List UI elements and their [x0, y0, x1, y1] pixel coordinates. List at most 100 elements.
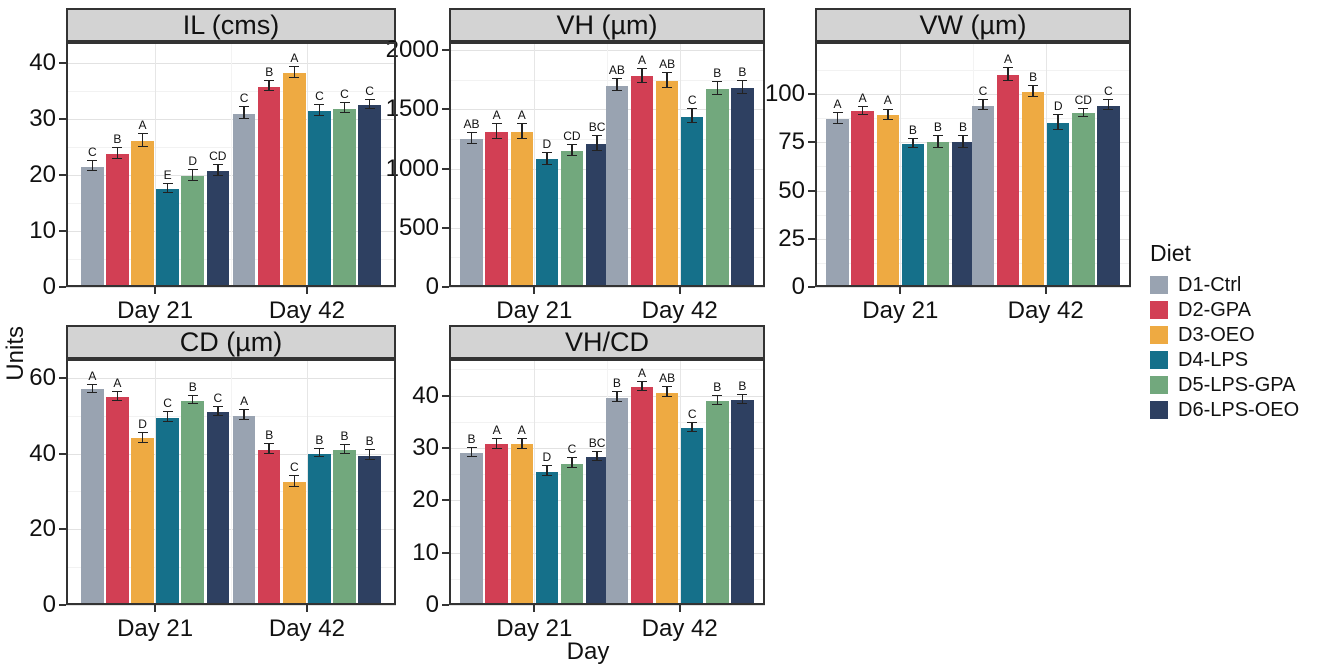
error-bar-line: [887, 109, 889, 120]
panel-vhcd: VH/CD 0 10 20 30 40 Day 21 Day 42 B A A D C BC B A AB C B B: [412, 325, 765, 642]
gridline-major: [66, 605, 396, 606]
legend-item-D1-Ctrl: D1-Ctrl: [1150, 275, 1299, 295]
bar-wrap: B: [926, 42, 950, 287]
significance-letter: BC: [588, 436, 606, 451]
error-bar: [737, 393, 748, 405]
y-tick-label: 0: [791, 273, 805, 300]
gridline-vertical-major: [534, 359, 536, 605]
bar-D4-LPS: [156, 189, 179, 287]
plot-area: 0 500 1000 1500 2000 Day 21 Day 42 AB A A D CD BC AB A…: [386, 38, 765, 324]
bar-D4-LPS: [901, 144, 925, 287]
x-tick-label: Day 21: [496, 615, 573, 642]
legend-title: Diet: [1150, 240, 1191, 266]
bar-wrap: A: [510, 359, 533, 605]
bar-wrap: B: [358, 359, 381, 605]
bar-wrap: AB: [655, 359, 679, 605]
x-tick-label: Day 42: [641, 297, 718, 324]
error-bar-line: [91, 161, 94, 171]
error-bar-line: [1057, 115, 1059, 129]
error-bar-line: [912, 139, 914, 148]
bar-wrap: B: [605, 359, 629, 605]
y-tick-mark: [442, 551, 449, 554]
bar-wrap: D: [181, 42, 204, 287]
x-tick-label: Day 42: [268, 615, 345, 642]
error-bar: [314, 447, 325, 458]
error-bar-line: [293, 476, 296, 486]
x-tick-label: Day 42: [268, 297, 345, 324]
error-bar-line: [495, 123, 498, 139]
error-bar-line: [343, 445, 346, 453]
error-bar-line: [1007, 68, 1009, 80]
bar-D4-LPS: [308, 110, 331, 287]
bar-D2-GPA: [257, 86, 281, 287]
error-bar-line: [546, 152, 548, 164]
bar-wrap: C: [156, 359, 179, 605]
error-bar-line: [596, 135, 598, 150]
error-bar-line: [861, 106, 864, 115]
bar-wrap: A: [106, 359, 129, 605]
error-bar-line: [521, 123, 523, 139]
bar-wrap: A: [630, 359, 654, 605]
error-bar: [907, 138, 918, 149]
significance-letter: BC: [588, 119, 606, 134]
error-bar-line: [166, 412, 169, 422]
bar-D6-LPS-OEO: [1097, 105, 1120, 287]
legend-item-D2-GPA: D2-GPA: [1150, 300, 1299, 320]
y-tick-mark: [442, 394, 449, 397]
x-tick-mark: [533, 605, 536, 612]
bar-D1-Ctrl: [605, 85, 629, 287]
error-bar: [1103, 98, 1114, 111]
error-bar: [541, 464, 552, 477]
bar-D2-GPA: [485, 131, 508, 287]
x-tick-mark: [154, 287, 157, 294]
error-bar: [566, 144, 577, 156]
error-bar: [264, 80, 275, 92]
y-tick-mark: [442, 446, 449, 449]
error-bar: [712, 81, 723, 96]
error-bar: [212, 406, 223, 416]
error-bar-line: [191, 170, 194, 181]
bar-wrap: C: [232, 42, 256, 287]
bar-D6-LPS-OEO: [206, 412, 230, 605]
bar-wrap: AB: [655, 42, 679, 287]
y-tick-mark: [59, 230, 66, 233]
plot-area: 0 25 50 75 100 Day 21 Day 42 A A A B B B C A B D CD C: [765, 42, 1131, 324]
significance-letter: AB: [608, 63, 625, 78]
error-bar: [932, 134, 943, 149]
bar-wrap: A: [485, 359, 508, 605]
y-tick-label: 20: [29, 515, 56, 543]
y-tick-label: 40: [29, 439, 56, 467]
bar-D1-Ctrl: [971, 105, 995, 287]
legend-item-label: D4-LPS: [1178, 349, 1249, 371]
bar-group: AB A AB C B B: [605, 42, 754, 287]
panel-title: IL (cms): [66, 8, 396, 42]
bar-D5-LPS-GPA: [1072, 113, 1095, 287]
error-bar: [687, 108, 698, 124]
legend-color-swatch: [1150, 351, 1168, 369]
error-bar-line: [141, 432, 144, 443]
bar-wrap: C: [283, 359, 306, 605]
bar-group: B A AB C B B: [605, 359, 754, 605]
bar-D2-GPA: [996, 74, 1020, 287]
significance-letter: D: [188, 154, 198, 169]
bar-D2-GPA: [257, 449, 281, 605]
significance-letter: E: [163, 168, 172, 183]
panel-title: VW (µm): [815, 8, 1131, 42]
significance-letter: C: [978, 83, 988, 98]
bar-group: C B A C C C: [232, 42, 381, 287]
error-bar-line: [368, 449, 371, 460]
gridline-major: [815, 287, 1131, 288]
significance-letter: B: [713, 380, 722, 395]
significance-letter: B: [713, 66, 722, 81]
bar-D3-OEO: [876, 115, 899, 287]
bar-wrap: B: [706, 359, 729, 605]
y-tick-mark: [442, 226, 449, 229]
significance-letter: A: [492, 422, 501, 437]
x-tick-mark: [533, 287, 536, 294]
bar-D3-OEO: [510, 444, 533, 605]
error-bar-line: [470, 132, 473, 144]
error-bar: [137, 133, 148, 147]
error-bar: [611, 78, 622, 92]
significance-letter: AB: [659, 56, 676, 71]
bar-D5-LPS-GPA: [181, 400, 204, 605]
